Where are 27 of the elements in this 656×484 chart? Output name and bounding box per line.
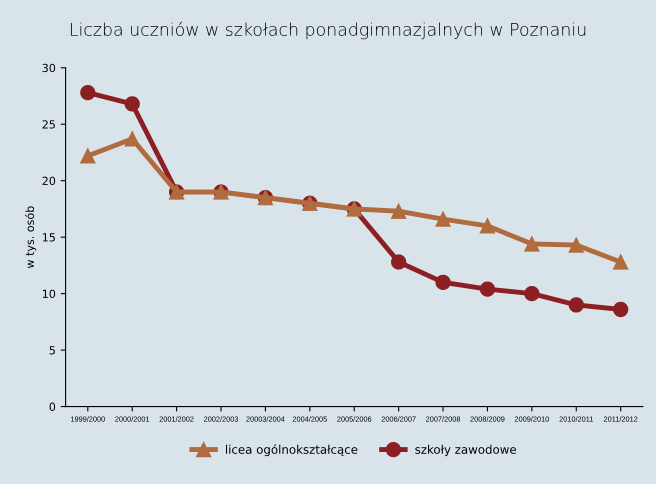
point xyxy=(480,281,496,297)
y-tick-label: 5 xyxy=(50,346,55,354)
y-tick-label: 15 xyxy=(42,233,55,242)
point xyxy=(524,286,540,302)
point xyxy=(124,96,140,112)
point xyxy=(80,84,96,100)
point xyxy=(80,148,96,164)
y-tick-label: 0 xyxy=(50,402,56,411)
point xyxy=(391,254,406,270)
y-axis-title: w tys. osób xyxy=(24,206,36,268)
point xyxy=(613,302,628,318)
chart-title: Liczba uczniów w szkołach ponadgimnazjalnych w Poznaniu xyxy=(70,22,586,40)
point xyxy=(435,211,451,227)
point xyxy=(391,204,406,219)
y-tick-label: 30 xyxy=(42,64,56,72)
point xyxy=(435,274,451,290)
legend-label: licea ogólnokształcące xyxy=(226,444,358,456)
point xyxy=(568,297,584,313)
point xyxy=(480,218,496,234)
y-tick-label: 10 xyxy=(42,290,56,298)
point xyxy=(613,254,628,270)
y-tick-label: 25 xyxy=(42,120,55,129)
point xyxy=(568,237,584,253)
point xyxy=(524,236,540,252)
y-tick-label: 20 xyxy=(42,176,56,186)
legend-label: szkoły zawodowe xyxy=(415,444,516,456)
point xyxy=(124,131,140,147)
